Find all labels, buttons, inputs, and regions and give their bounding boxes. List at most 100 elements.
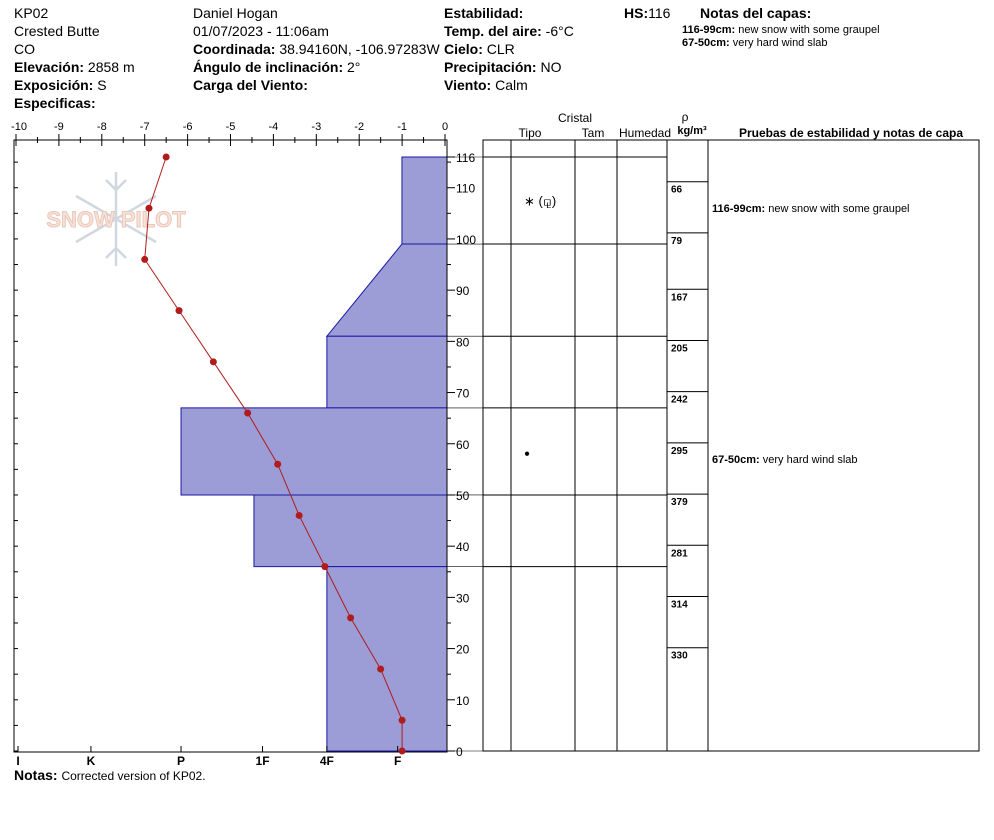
- height-tick-label: 116: [456, 151, 475, 165]
- height-tick-label: 0: [456, 745, 463, 759]
- height-tick-label: 10: [456, 694, 470, 708]
- density-value: 167: [671, 292, 688, 303]
- density-value: 281: [671, 548, 688, 559]
- density-value: 295: [671, 446, 688, 457]
- site-id: KP02: [14, 5, 49, 21]
- hardness-layer-2: [326, 335, 448, 409]
- hardness-label: K: [87, 754, 96, 768]
- hardness-layer-0: [401, 156, 448, 245]
- datetime: 01/07/2023 - 11:06am: [193, 23, 329, 39]
- observer: Daniel Hogan: [193, 5, 278, 21]
- temp-tick-label: -10: [11, 121, 27, 133]
- temp-tick-label: -2: [354, 121, 364, 133]
- density-value: 205: [671, 343, 688, 354]
- specifics: Especificas:: [14, 95, 96, 111]
- density-value: 242: [671, 395, 688, 406]
- temperature-point: [209, 358, 217, 366]
- hardness-layers: [180, 156, 448, 752]
- moisture-header: Humedad: [619, 126, 671, 140]
- hardness-label: I: [16, 754, 19, 768]
- temp-tick-label: -4: [269, 121, 279, 133]
- temperature-point: [398, 716, 406, 724]
- hardness-label: P: [177, 754, 185, 768]
- temperature-point: [162, 153, 170, 161]
- type-header: Tipo: [519, 126, 542, 140]
- layer-note-row: 67-50cm: very hard wind slab: [712, 454, 858, 466]
- temp-tick-label: -1: [397, 121, 407, 133]
- temperature-point: [274, 460, 282, 468]
- sky: Cielo: CLR: [444, 41, 515, 57]
- height-tick-label: 60: [456, 438, 470, 452]
- layer-note-range: 67-50cm:: [712, 454, 763, 466]
- temperature-point: [321, 563, 329, 571]
- height-tick-label: 100: [456, 233, 476, 247]
- height-tick-label: 30: [456, 591, 470, 605]
- temperature-point: [398, 747, 406, 755]
- temperature-point: [175, 307, 183, 315]
- crystal-header: Cristal: [558, 111, 592, 125]
- table-frame: [482, 139, 980, 752]
- layer-notes-title: Notas del capas:: [700, 5, 812, 21]
- layer-note-row: 116-99cm: new snow with some graupel: [712, 203, 910, 215]
- wind-loading: Carga del Viento:: [193, 77, 308, 93]
- density-value: 330: [671, 651, 688, 662]
- precipitation: Precipitación: NO: [444, 59, 562, 75]
- hardness-label: 1F: [256, 754, 270, 768]
- hardness-label: F: [394, 754, 401, 768]
- density-value: 379: [671, 497, 688, 508]
- layer-note-range: 116-99cm:: [712, 203, 768, 215]
- hardness-layer-3: [180, 407, 448, 496]
- tests-header: Pruebas de estabilidad y notas de capa: [739, 126, 963, 140]
- size-header: Tam: [582, 126, 605, 140]
- hardness-layer-4: [253, 494, 448, 568]
- slope-angle: Ángulo de inclinación: 2°: [193, 59, 361, 75]
- location: Crested Butte: [14, 23, 100, 39]
- stability: Estabilidad:: [444, 5, 524, 21]
- notes: Notas: Corrected version of KP02.: [14, 767, 206, 783]
- hardness-label: 4F: [320, 754, 334, 768]
- height-tick-label: 50: [456, 489, 470, 503]
- temperature-point: [295, 511, 303, 519]
- layer-note-text: very hard wind slab: [763, 454, 858, 466]
- temperature-point: [347, 614, 355, 622]
- layer-note-text: new snow with some graupel: [768, 203, 909, 215]
- layer-table: Cristal Tipo Tam Humedad ρkg/m³ Pruebas de es…: [447, 110, 980, 752]
- height-tick-label: 110: [456, 182, 475, 196]
- height-tick-label: 70: [456, 387, 470, 401]
- grain-type-symbol: ●: [524, 448, 530, 459]
- height-tick-label: 80: [456, 335, 470, 349]
- rho-header: ρ: [682, 110, 689, 124]
- coordinates: Coordinada: 38.94160N, -106.97283W: [193, 41, 440, 57]
- watermark-text: SNOW PILOT: [46, 207, 186, 232]
- density-value: 79: [671, 236, 683, 247]
- snow-height: HS:116: [624, 5, 671, 21]
- hardness-layer-5: [326, 566, 448, 752]
- aspect: Exposición: S: [14, 77, 107, 93]
- height-tick-label: 40: [456, 540, 470, 554]
- layer-note-1: 116-99cm: new snow with some graupel: [682, 24, 880, 36]
- chart-axes: -10 -9 -8 -7 -6 -5 -4 -3 -2 -1 0010203040506070809…: [11, 121, 476, 768]
- temp-tick-label: -8: [97, 121, 107, 133]
- temp-tick-label: -5: [226, 121, 236, 133]
- temp-tick-label: 0: [442, 121, 448, 133]
- temperature-profile: [141, 153, 406, 755]
- density-unit-header: kg/m³: [677, 125, 707, 137]
- temp-tick-label: -6: [183, 121, 193, 133]
- state: CO: [14, 41, 35, 57]
- snowpilot-watermark: SNOW PILOT: [46, 172, 187, 266]
- temp-tick-label: -7: [140, 121, 150, 133]
- density-value: 314: [671, 600, 688, 611]
- wind: Viento: Calm: [444, 77, 528, 93]
- temperature-point: [244, 409, 252, 417]
- snowflake-icon: [75, 172, 157, 266]
- temp-tick-label: -3: [311, 121, 321, 133]
- height-tick-label: 20: [456, 643, 470, 657]
- layer-note-2: 67-50cm: very hard wind slab: [682, 37, 828, 49]
- grain-type-symbol: ∗ (⚼): [524, 194, 556, 209]
- air-temperature: Temp. del aire: -6°C: [444, 23, 574, 39]
- height-tick-label: 90: [456, 284, 470, 298]
- temp-tick-label: -9: [54, 121, 64, 133]
- density-value: 66: [671, 185, 683, 196]
- hardness-layer-1: [325, 243, 448, 337]
